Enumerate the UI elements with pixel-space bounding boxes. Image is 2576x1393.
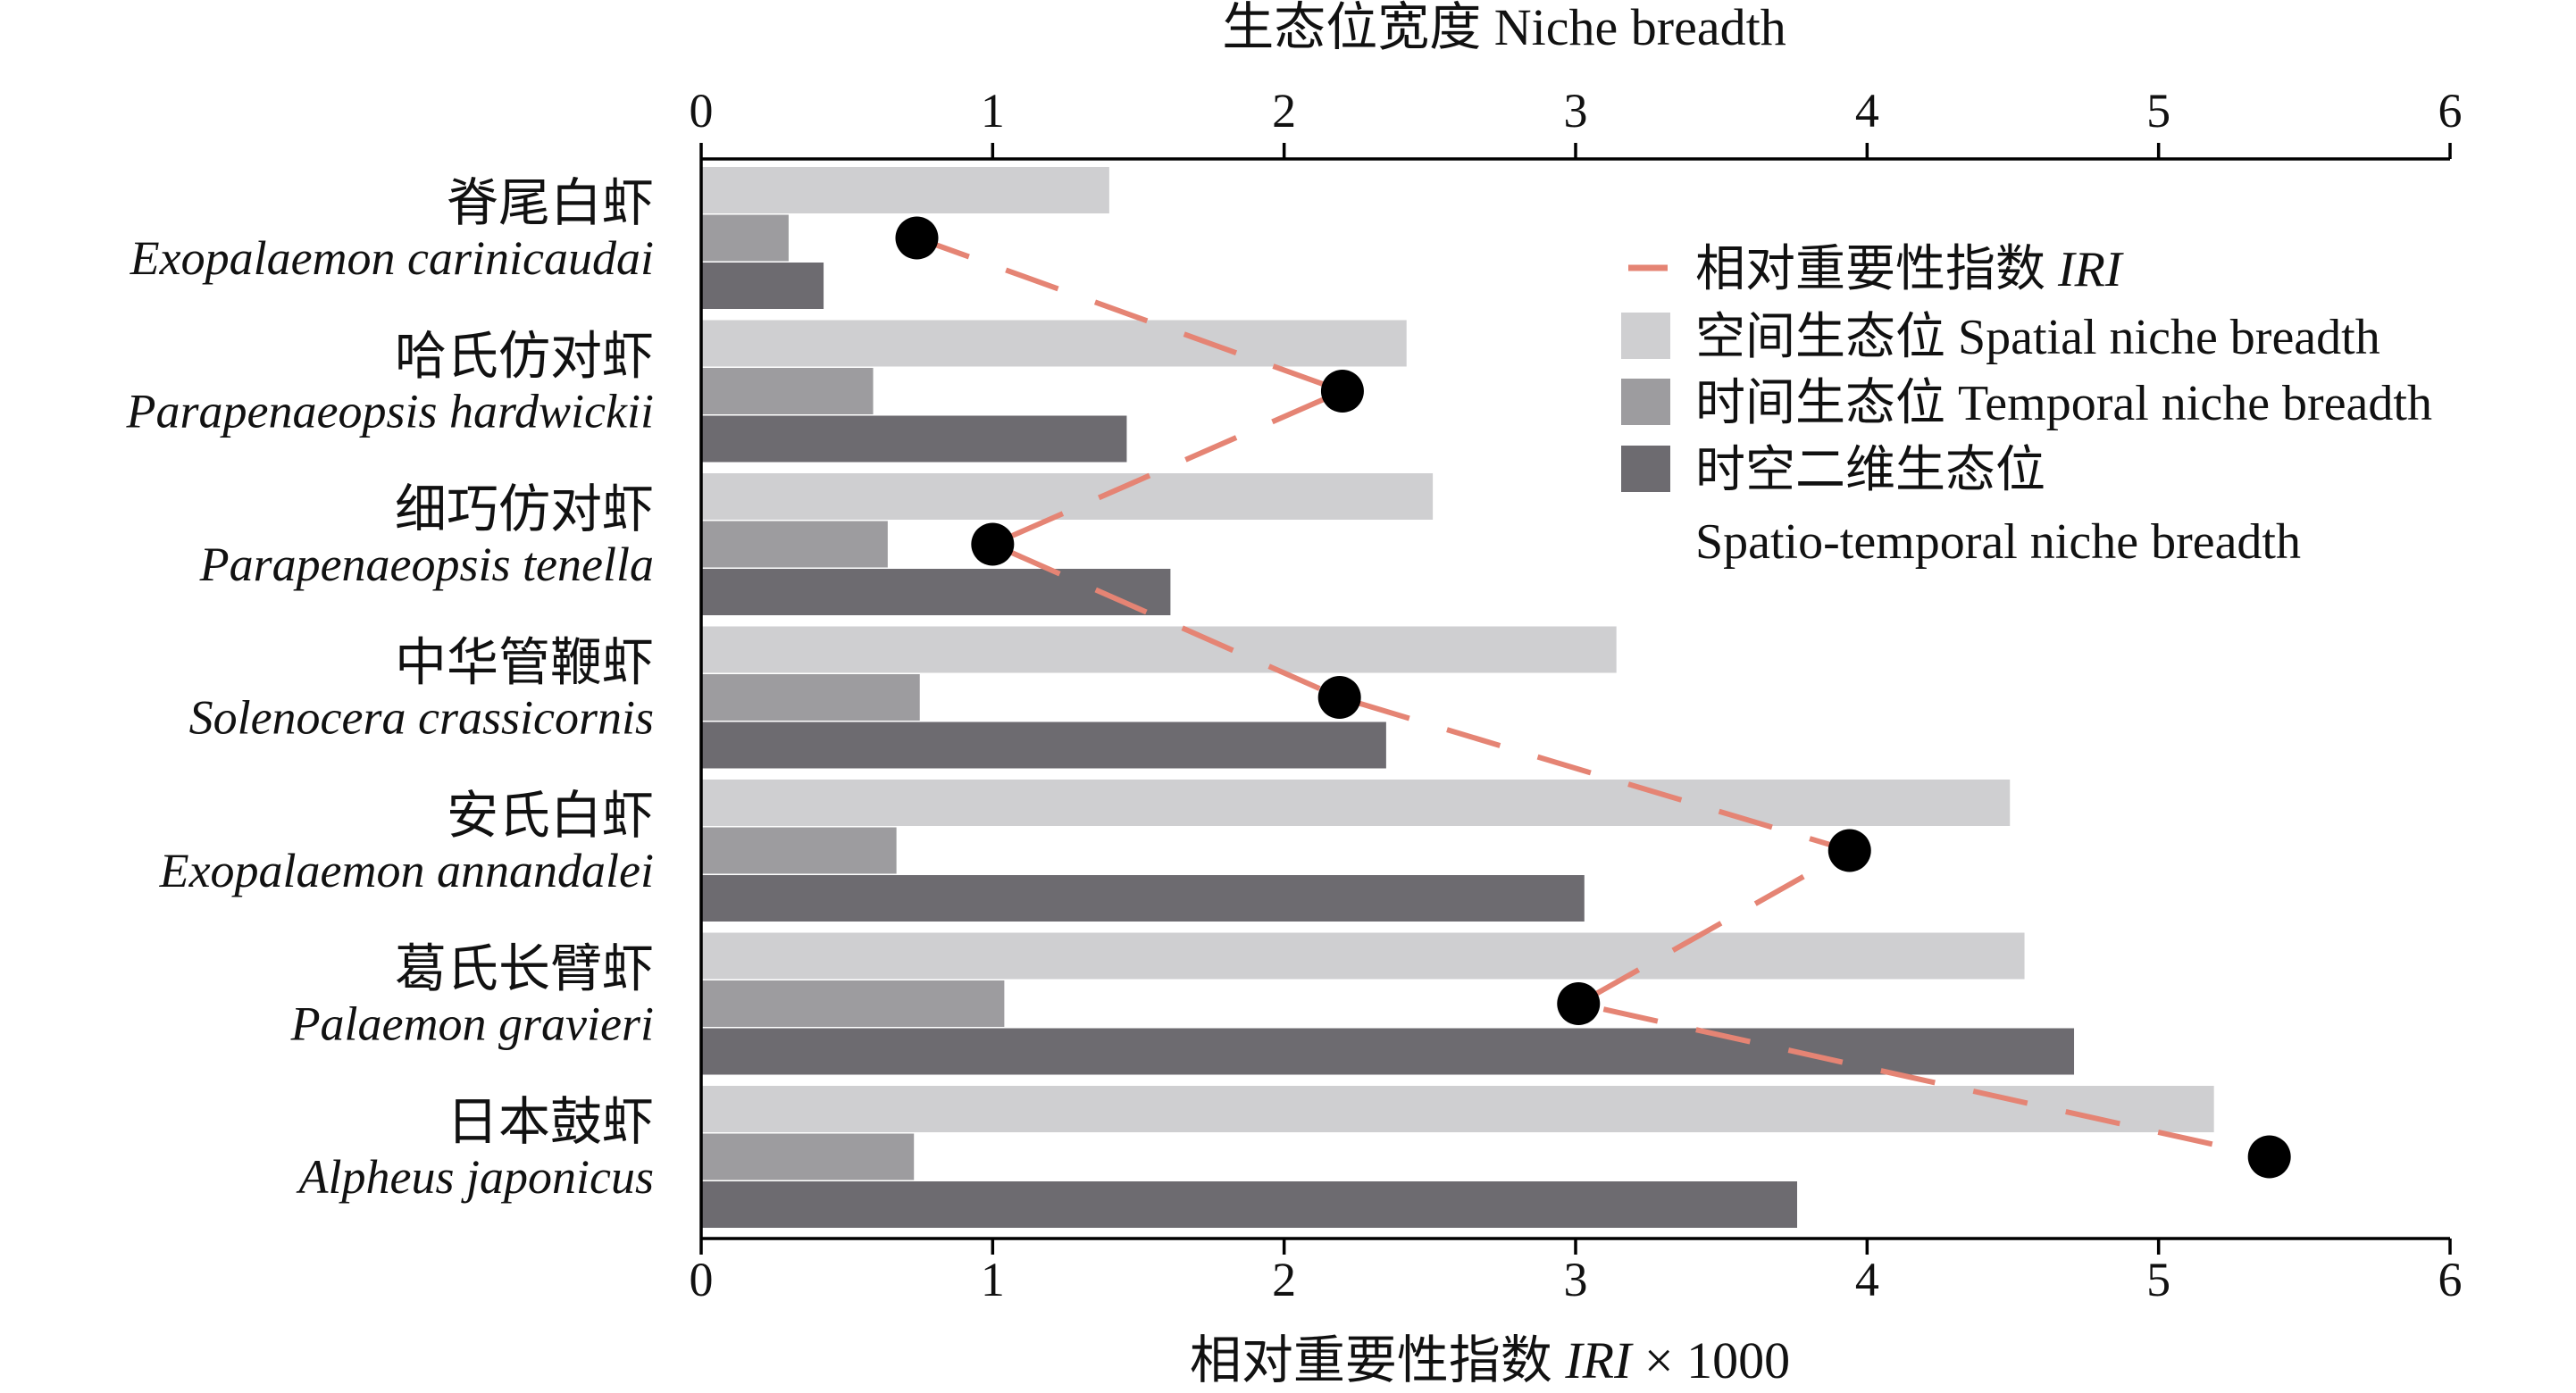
top-axis-title: 生态位宽度 Niche breadth xyxy=(1222,0,1786,56)
category-en-7: Alpheus japonicus xyxy=(297,1150,654,1204)
category-en-2: Parapenaeopsis hardwickii xyxy=(126,385,654,438)
bar-s3-c6 xyxy=(701,1028,2075,1075)
top-tick-label-0: 0 xyxy=(690,84,714,138)
bar-s1-c7 xyxy=(701,1086,2214,1132)
category-cn-1: 脊尾白虾 xyxy=(447,174,654,232)
bar-s1-c6 xyxy=(701,932,2025,980)
iri-point-4 xyxy=(1317,676,1361,719)
category-cn-6: 葛氏长臂虾 xyxy=(395,940,654,998)
iri-point-6 xyxy=(1557,982,1601,1025)
category-cn-3: 细巧仿对虾 xyxy=(395,480,654,538)
category-en-5: Exopalaemon annandalei xyxy=(159,844,654,897)
bottom-tick-label-2: 2 xyxy=(1272,1253,1296,1306)
bottom-tick-label-1: 1 xyxy=(981,1253,1005,1306)
legend-label-2: 时间生态位 Temporal niche breadth xyxy=(1695,376,2432,431)
bar-s2-c7 xyxy=(701,1133,915,1180)
top-tick-label-6: 6 xyxy=(2438,84,2463,138)
top-tick-label-1: 1 xyxy=(981,84,1005,138)
category-en-3: Parapenaeopsis tenella xyxy=(199,538,654,591)
iri-point-1 xyxy=(895,216,939,260)
top-tick-label-5: 5 xyxy=(2146,84,2170,138)
iri-point-7 xyxy=(2247,1135,2291,1179)
bar-s1-c1 xyxy=(701,167,1109,213)
legend-swatch-2 xyxy=(1621,379,1670,425)
bottom-tick-label-4: 4 xyxy=(1855,1253,1879,1306)
bottom-tick-label-6: 6 xyxy=(2438,1253,2463,1306)
legend-label-3-line2: Spatio-temporal niche breadth xyxy=(1695,514,2301,570)
bar-s1-c3 xyxy=(701,473,1434,520)
top-tick-label-2: 2 xyxy=(1272,84,1296,138)
bars-layer xyxy=(701,167,2214,1228)
iri-point-3 xyxy=(971,522,1015,566)
category-cn-5: 安氏白虾 xyxy=(447,787,654,845)
legend-label-3: 时空二维生态位 xyxy=(1695,443,2045,498)
bar-s2-c2 xyxy=(701,368,874,414)
bar-s3-c5 xyxy=(701,875,1585,922)
bar-s3-c3 xyxy=(701,569,1171,615)
category-en-1: Exopalaemon carinicaudai xyxy=(130,231,654,285)
category-cn-2: 哈氏仿对虾 xyxy=(395,328,654,386)
bar-s3-c4 xyxy=(701,722,1386,769)
bottom-axis-title-italic: IRI xyxy=(1564,1331,1634,1389)
bar-s1-c2 xyxy=(701,320,1407,367)
bar-s3-c1 xyxy=(701,263,824,309)
bar-s1-c4 xyxy=(701,626,1617,673)
bar-s2-c3 xyxy=(701,521,888,568)
category-en-4: Solenocera crassicornis xyxy=(189,691,654,745)
iri-point-5 xyxy=(1827,829,1871,872)
legend-label-iri: 相对重要性指数 IRI xyxy=(1695,242,2124,297)
category-cn-4: 中华管鞭虾 xyxy=(395,634,654,692)
category-en-6: Palaemon gravieri xyxy=(290,997,654,1051)
bottom-axis-title: 相对重要性指数 IRI × 1000 xyxy=(1190,1331,1790,1389)
top-tick-label-4: 4 xyxy=(1855,84,1879,138)
bottom-axis-title-prefix: 相对重要性指数 xyxy=(1190,1331,1566,1389)
bar-s1-c5 xyxy=(701,780,2011,826)
top-tick-label-3: 3 xyxy=(1564,84,1588,138)
bottom-axis-title-suffix: × 1000 xyxy=(1631,1331,1790,1389)
bar-s3-c7 xyxy=(701,1181,1798,1228)
legend-swatch-3 xyxy=(1621,446,1670,492)
iri-line-layer xyxy=(895,216,2291,1179)
legend: 相对重要性指数 IRI 空间生态位 Spatial niche breadth 时间… xyxy=(1621,242,2432,570)
bar-s2-c5 xyxy=(701,827,897,874)
bar-s2-c6 xyxy=(701,980,1005,1027)
bottom-tick-label-3: 3 xyxy=(1564,1253,1588,1306)
category-cn-7: 日本鼓虾 xyxy=(447,1093,654,1151)
legend-swatch-1 xyxy=(1621,313,1670,359)
axes-layer: 0 1 2 3 4 5 6 0 1 2 3 4 5 6 生态位宽度 Niche breadth 相对重要性指数… xyxy=(690,0,2463,1389)
bottom-tick-label-5: 5 xyxy=(2146,1253,2170,1306)
legend-label-1: 空间生态位 Spatial niche breadth xyxy=(1695,310,2380,365)
bar-s2-c4 xyxy=(701,674,920,721)
iri-point-2 xyxy=(1320,370,1364,413)
bar-s2-c1 xyxy=(701,214,789,262)
bar-s3-c2 xyxy=(701,415,1127,463)
bottom-tick-label-0: 0 xyxy=(690,1253,714,1306)
